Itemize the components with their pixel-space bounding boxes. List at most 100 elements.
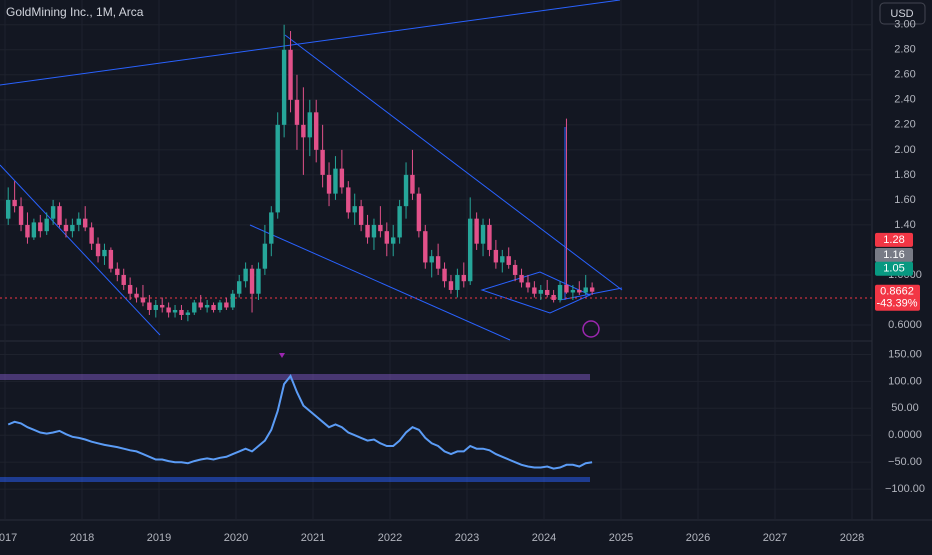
candle-body	[371, 224, 377, 238]
candles	[6, 24, 595, 322]
candle-body	[384, 231, 389, 244]
candle-body	[564, 284, 569, 293]
candle-body	[185, 312, 191, 315]
candle-body	[281, 49, 287, 125]
candle-body	[38, 222, 43, 232]
y-tick-label: −50.00	[888, 456, 922, 468]
x-tick-label: 2024	[532, 532, 556, 544]
candle-body	[442, 268, 447, 282]
y-tick-label: 2.00	[894, 144, 915, 156]
candle-body	[198, 302, 203, 308]
candle-body	[461, 274, 466, 282]
y-tick-label: 1.60	[894, 194, 915, 206]
candle-body	[532, 287, 537, 294]
candle-body	[89, 227, 94, 244]
candle-body	[121, 274, 126, 285]
last-price-label: 0.8662	[880, 286, 914, 298]
candle-body	[275, 124, 280, 213]
candle-body	[410, 174, 415, 194]
currency-button[interactable]	[879, 2, 926, 25]
candle-body	[294, 99, 300, 125]
candle-body	[192, 302, 197, 313]
price-tag-label: 1.16	[883, 249, 904, 261]
y-tick-label: 100.00	[888, 375, 922, 387]
candle-body	[320, 149, 325, 175]
candle-body	[397, 206, 402, 238]
candle-body	[525, 282, 531, 288]
candle-body	[487, 224, 492, 250]
x-tick-label: 2019	[147, 532, 171, 544]
candle-body	[108, 249, 114, 269]
candle-body	[307, 112, 312, 138]
candle-body	[378, 224, 383, 232]
candle-body	[551, 294, 556, 300]
candle-body	[448, 281, 454, 290]
candle-body	[346, 187, 351, 213]
candle-body	[102, 249, 107, 257]
candle-body	[519, 274, 524, 283]
candle-body	[455, 274, 460, 290]
y-tick-label: 0.6000	[888, 319, 922, 331]
candle-body	[18, 206, 24, 225]
candle-body	[403, 174, 409, 207]
x-tick-label: 2022	[378, 532, 402, 544]
trendline	[284, 34, 623, 291]
marker	[279, 353, 285, 358]
candle-body	[326, 174, 332, 194]
candle-body	[57, 206, 62, 225]
x-tick-label: 2026	[686, 532, 710, 544]
y-tick-label: 2.60	[894, 69, 915, 81]
x-tick-label: 2025	[609, 532, 633, 544]
lower-band	[0, 477, 590, 482]
candle-body	[314, 112, 319, 150]
change-label: -43.39%	[877, 298, 918, 310]
candle-body	[468, 218, 473, 282]
candle-body	[147, 302, 152, 310]
candle-body	[589, 287, 595, 292]
price-tag	[875, 247, 913, 262]
candle-body	[493, 249, 499, 263]
candle-body	[500, 256, 505, 263]
candle-body	[545, 289, 550, 295]
candle-body	[249, 268, 255, 294]
candle-body	[115, 268, 120, 275]
candle-body	[243, 268, 248, 282]
candle-body	[358, 206, 364, 225]
candle-body	[204, 304, 210, 308]
candle-body	[140, 297, 146, 303]
candle-body	[391, 237, 396, 244]
currency-label: USD	[890, 8, 913, 20]
x-tick-label: 2028	[840, 532, 864, 544]
candle-body	[63, 224, 69, 232]
candle-body	[429, 256, 434, 263]
candle-body	[512, 264, 518, 275]
candle-body	[557, 284, 563, 300]
upper-band	[0, 374, 590, 380]
price-tag	[875, 232, 913, 247]
candle-body	[76, 218, 81, 225]
price-tag-label: 1.05	[883, 263, 904, 275]
x-tick-label: 2018	[70, 532, 94, 544]
candle-body	[44, 218, 49, 232]
candle-body	[288, 49, 293, 100]
y-tick-label: −100.00	[885, 483, 925, 495]
candle-body	[352, 206, 357, 213]
y-tick-label: 150.00	[888, 348, 922, 360]
candle-body	[153, 304, 158, 310]
x-tick-label: 2017	[0, 532, 17, 544]
candle-body	[480, 224, 486, 244]
candle-body	[50, 206, 56, 219]
candle-body	[83, 218, 88, 228]
y-tick-label: 2.80	[894, 44, 915, 56]
candle-body	[172, 309, 178, 313]
candle-body	[339, 168, 345, 188]
y-tick-label: 0.0000	[888, 429, 922, 441]
candle-body	[217, 302, 223, 310]
candle-body	[262, 243, 268, 269]
alert-icon[interactable]	[582, 320, 600, 338]
trendline	[249, 224, 511, 341]
candle-body	[506, 256, 511, 265]
last-price-tag	[875, 284, 920, 311]
candle-body	[365, 224, 370, 238]
